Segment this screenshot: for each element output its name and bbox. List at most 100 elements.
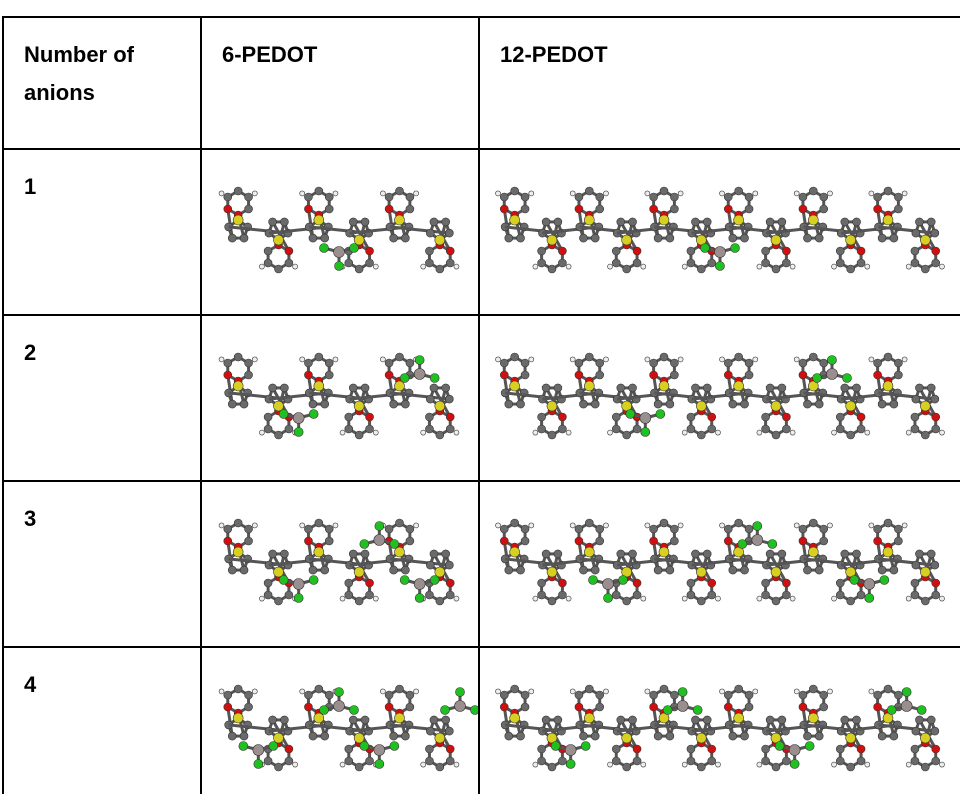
atom [434, 566, 446, 578]
molecule-image [495, 186, 945, 274]
atom [621, 732, 632, 744]
atom [320, 731, 330, 741]
atom [273, 400, 284, 412]
atom [445, 228, 454, 238]
atom [238, 741, 249, 751]
atom [244, 370, 253, 380]
atom [394, 214, 405, 226]
atom [426, 394, 435, 404]
atom [697, 264, 706, 274]
atom [845, 732, 856, 744]
atom [926, 715, 936, 725]
atom [499, 192, 509, 202]
atom [603, 190, 609, 197]
header-text: Number of anions [24, 42, 134, 105]
atom [681, 595, 688, 602]
atom [761, 590, 770, 600]
atom [348, 217, 358, 227]
atom [835, 590, 845, 600]
atom [360, 715, 370, 725]
atom [761, 578, 770, 588]
atom [715, 429, 721, 436]
atom [670, 358, 679, 368]
atom [223, 358, 233, 368]
atom [921, 596, 930, 606]
atom [681, 761, 688, 768]
atom [831, 263, 837, 270]
atom [528, 688, 535, 695]
atom [814, 399, 824, 409]
atom [319, 705, 329, 715]
atom [723, 536, 733, 546]
header-cell: 6-PEDOT [200, 16, 478, 148]
atom [304, 702, 313, 712]
atom [856, 412, 866, 422]
atom [835, 412, 845, 422]
atom [541, 217, 551, 227]
atom [320, 399, 330, 409]
atom [354, 264, 364, 274]
atom [723, 192, 733, 202]
atom [268, 741, 279, 751]
atom [499, 536, 509, 546]
atom [777, 715, 787, 725]
atom [707, 258, 717, 268]
atom [889, 731, 899, 741]
atom [910, 578, 920, 588]
atom [926, 383, 936, 393]
structure-cell [200, 646, 480, 794]
header-cell: 12-PEDOT [478, 16, 960, 148]
atom [926, 217, 936, 227]
atom [558, 756, 567, 766]
atom [771, 430, 781, 440]
atom [649, 358, 658, 368]
atom [445, 412, 455, 422]
atom [569, 688, 576, 695]
atom [263, 590, 273, 600]
atom [644, 190, 651, 197]
atom [691, 383, 700, 393]
atom [901, 356, 908, 363]
atom [756, 761, 763, 768]
atom [429, 575, 440, 585]
atom [334, 687, 344, 697]
atom [553, 383, 563, 393]
atom [304, 690, 313, 700]
atom [894, 358, 903, 368]
atom [223, 702, 233, 712]
atom [920, 566, 931, 578]
atom [420, 263, 427, 270]
atom [921, 762, 930, 772]
atom [504, 731, 514, 741]
atom [405, 536, 415, 546]
atom [313, 712, 325, 724]
atom [889, 399, 899, 409]
atom [697, 762, 706, 772]
atom [649, 690, 658, 700]
atom [814, 565, 824, 575]
atom [259, 429, 265, 436]
atom [558, 412, 567, 422]
atom [882, 214, 894, 226]
atom [686, 756, 696, 766]
atom [365, 590, 374, 600]
atom [537, 424, 546, 434]
atom [413, 688, 419, 695]
atom [926, 549, 936, 559]
atom [292, 263, 298, 270]
atom [389, 731, 398, 741]
atom [344, 424, 354, 434]
atom [856, 744, 866, 754]
atom [453, 263, 460, 270]
atom [280, 217, 289, 227]
atom [339, 595, 346, 602]
atom [558, 424, 567, 434]
atom [665, 399, 675, 409]
atom [445, 756, 455, 766]
atom [435, 596, 445, 606]
atom [223, 690, 233, 700]
atom [819, 358, 829, 368]
atom [585, 186, 594, 196]
atom [658, 214, 670, 226]
atom [789, 429, 796, 436]
